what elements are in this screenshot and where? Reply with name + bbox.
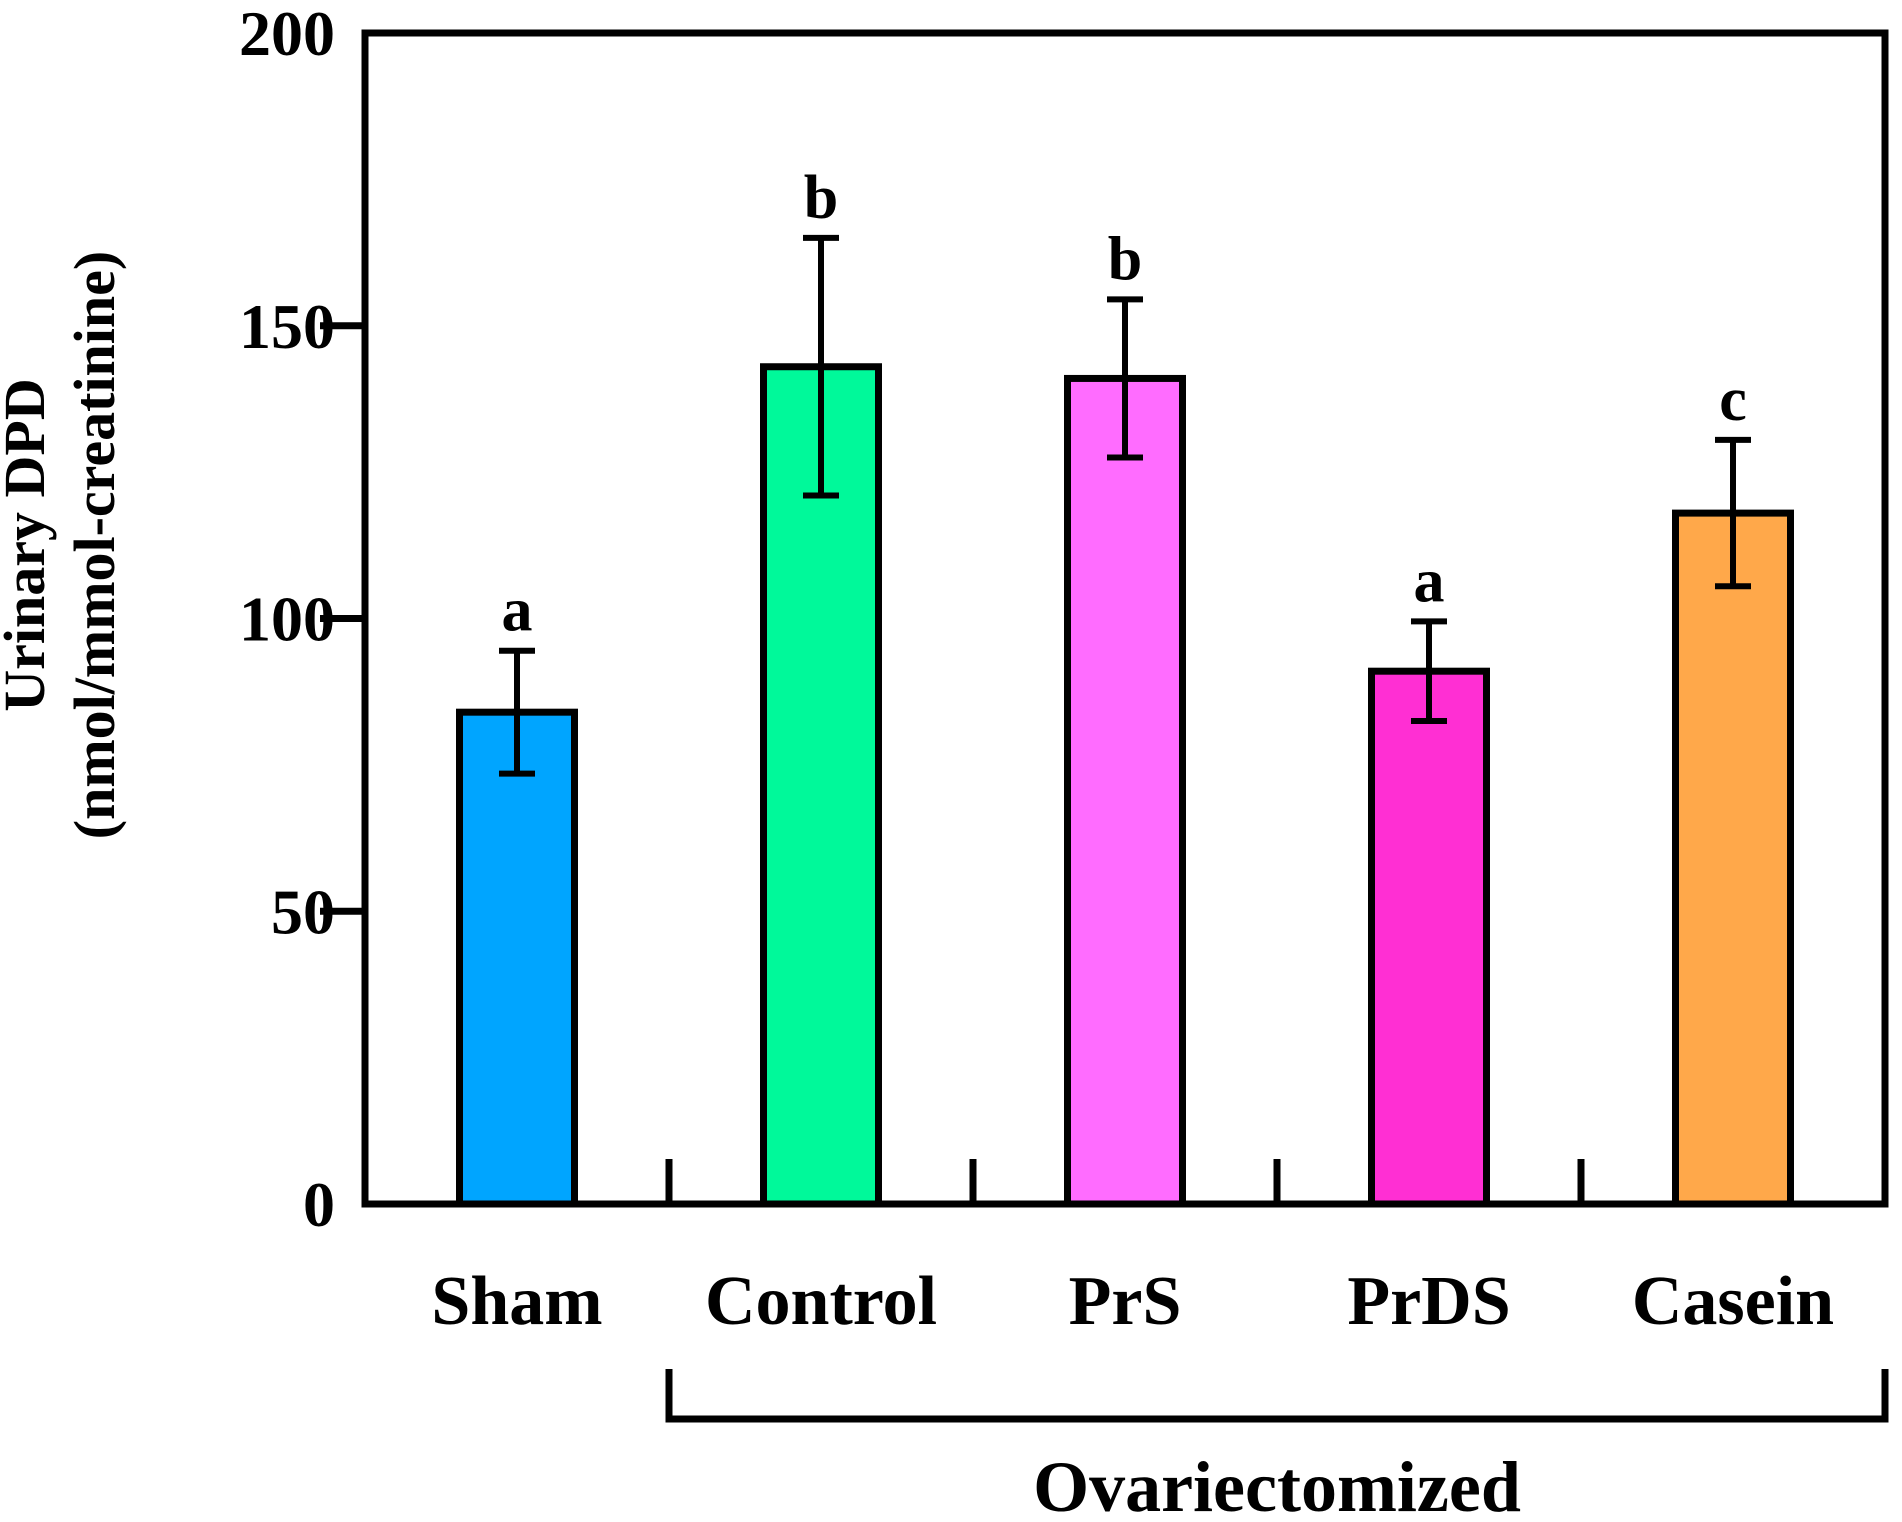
y-axis-title: Urinary DPD (nmol/mmol-creatinine) bbox=[0, 251, 127, 839]
error-bar-prs bbox=[1107, 296, 1143, 461]
x-tick-label: PrS bbox=[1069, 1263, 1182, 1340]
y-axis: 0 50 100 150 200 bbox=[239, 0, 365, 1240]
error-bar-casein bbox=[1715, 436, 1751, 590]
x-tick-label: Casein bbox=[1632, 1263, 1834, 1340]
significance-label: c bbox=[1719, 366, 1747, 434]
y-axis-label: Urinary DPD bbox=[0, 378, 57, 711]
bar-sham bbox=[456, 708, 578, 1208]
error-bar-control bbox=[803, 234, 839, 499]
error-bar-sham bbox=[499, 647, 535, 777]
y-tick-label: 200 bbox=[239, 0, 335, 69]
group-label: Ovariectomized bbox=[1033, 1447, 1521, 1522]
significance-label: a bbox=[502, 577, 533, 645]
x-tick-label: PrDS bbox=[1347, 1263, 1510, 1340]
bar-control bbox=[760, 363, 882, 1208]
significance-labels: a b b a c bbox=[502, 164, 1747, 645]
error-bar-prds bbox=[1411, 618, 1447, 724]
y-tick-label: 150 bbox=[239, 291, 335, 362]
bars bbox=[456, 363, 1794, 1208]
x-tick-label: Control bbox=[705, 1263, 937, 1340]
y-axis-unit: (nmol/mmol-creatinine) bbox=[62, 251, 127, 839]
plot-frame bbox=[361, 29, 1889, 1208]
group-bracket bbox=[665, 1369, 1889, 1423]
y-tick-label: 100 bbox=[239, 584, 335, 655]
significance-label: a bbox=[1414, 547, 1445, 615]
y-tick-label: 50 bbox=[271, 876, 335, 947]
significance-label: b bbox=[804, 164, 838, 232]
x-tick-label: Sham bbox=[431, 1263, 602, 1340]
error-bars bbox=[499, 234, 1751, 777]
bar-prs bbox=[1064, 374, 1186, 1208]
bar-casein bbox=[1672, 509, 1794, 1208]
y-tick-label: 0 bbox=[303, 1169, 335, 1240]
significance-label: b bbox=[1108, 225, 1142, 293]
x-axis: Sham Control PrS PrDS Casein bbox=[431, 1159, 1834, 1340]
bar-prds bbox=[1368, 667, 1490, 1208]
